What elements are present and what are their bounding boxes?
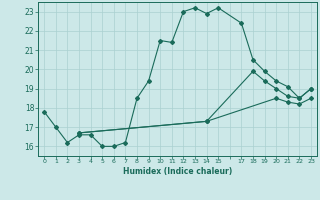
X-axis label: Humidex (Indice chaleur): Humidex (Indice chaleur): [123, 167, 232, 176]
